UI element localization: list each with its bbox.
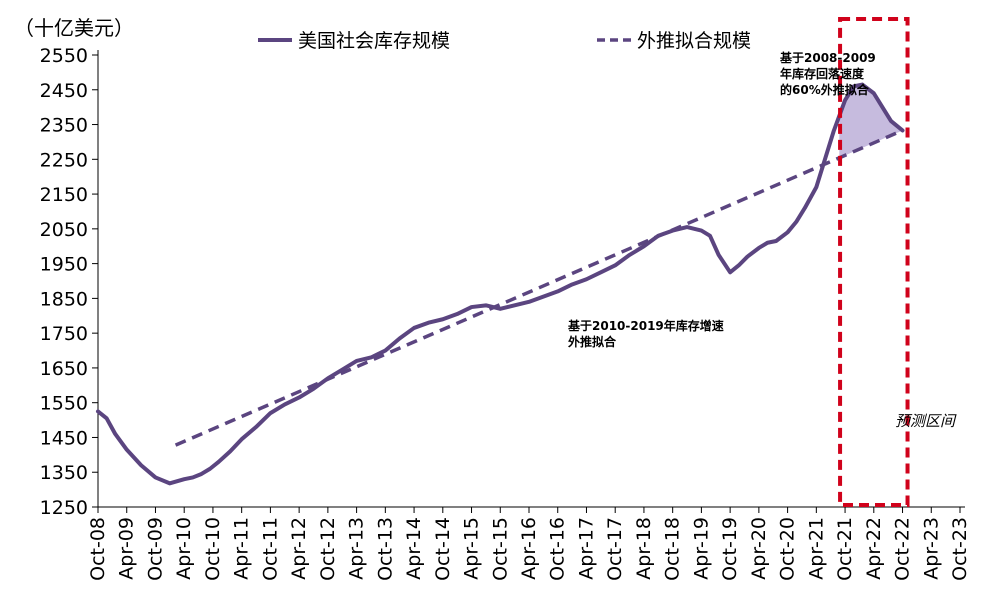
y-tick-label: 2050 bbox=[40, 219, 88, 241]
x-tick-label: Oct-19 bbox=[719, 517, 741, 581]
y-tick-label: 1850 bbox=[40, 288, 88, 310]
x-tick-label: Apr-14 bbox=[403, 517, 425, 580]
x-tick-label: Oct-17 bbox=[604, 517, 626, 581]
y-tick-label: 1250 bbox=[40, 497, 88, 519]
x-tick-label: Oct-21 bbox=[834, 517, 856, 581]
x-tick-label: Oct-12 bbox=[317, 517, 339, 581]
x-tick-label: Apr-09 bbox=[116, 517, 138, 580]
x-tick-label: Apr-20 bbox=[748, 517, 770, 580]
forecast-gap-shading bbox=[839, 84, 903, 158]
annotation-fit-2008: 基于2008-2009 年库存回落速度 的60%外推拟合 bbox=[780, 51, 876, 97]
y-tick-label: 1750 bbox=[40, 323, 88, 345]
forecast-label: 预测区间 bbox=[895, 412, 956, 430]
y-tick-label: 2250 bbox=[40, 149, 88, 171]
x-tick-label: Apr-23 bbox=[920, 517, 942, 580]
y-tick-label: 2450 bbox=[40, 80, 88, 102]
x-tick-label: Oct-11 bbox=[259, 517, 281, 581]
legend-label-solid: 美国社会库存规模 bbox=[298, 30, 451, 52]
x-tick-label: Oct-13 bbox=[374, 517, 396, 581]
x-tick-label: Apr-12 bbox=[288, 517, 310, 580]
x-tick-label: Oct-09 bbox=[144, 517, 166, 581]
forecast-region-box bbox=[838, 17, 910, 507]
x-tick-label: Apr-22 bbox=[863, 517, 885, 580]
y-tick-label: 2150 bbox=[40, 184, 88, 206]
x-tick-label: Oct-14 bbox=[432, 517, 454, 581]
series-line-actual bbox=[96, 82, 905, 486]
x-tick-label: Oct-08 bbox=[87, 517, 109, 581]
y-tick-label: 1450 bbox=[40, 427, 88, 449]
x-tick-label: Apr-11 bbox=[231, 517, 253, 580]
y-tick-label: 1650 bbox=[40, 358, 88, 380]
x-tick-label: Oct-20 bbox=[777, 517, 799, 581]
x-tick-label: Apr-16 bbox=[518, 517, 540, 580]
y-tick-label: 2350 bbox=[40, 115, 88, 137]
x-tick-label: Oct-15 bbox=[489, 517, 511, 581]
x-tick-label: Apr-17 bbox=[575, 517, 597, 580]
legend-label-dashed: 外推拟合规模 bbox=[637, 30, 752, 52]
x-tick-label: Apr-18 bbox=[633, 517, 655, 580]
y-tick-label: 2550 bbox=[40, 45, 88, 67]
x-tick-label: Apr-19 bbox=[690, 517, 712, 580]
x-tick-label: Apr-15 bbox=[461, 517, 483, 580]
annotation-fit-2010: 基于2010-2019年库存增速 外推拟合 bbox=[568, 319, 724, 349]
x-tick-label: Oct-10 bbox=[202, 517, 224, 581]
x-tick-label: Oct-23 bbox=[949, 517, 971, 581]
y-tick-label: 1550 bbox=[40, 393, 88, 415]
y-tick-label: 1950 bbox=[40, 254, 88, 276]
x-tick-label: Oct-18 bbox=[662, 517, 684, 581]
x-tick-label: Oct-16 bbox=[547, 517, 569, 581]
x-tick-label: Apr-10 bbox=[173, 517, 195, 580]
y-tick-label: 1350 bbox=[40, 462, 88, 484]
x-tick-label: Apr-13 bbox=[346, 517, 368, 580]
legend-item-dashed: 外推拟合规模 bbox=[597, 26, 751, 53]
legend-solid-swatch bbox=[258, 37, 292, 42]
legend-dashed-swatch bbox=[597, 37, 631, 42]
y-axis-unit-label: （十亿美元） bbox=[14, 16, 134, 40]
x-tick-label: Oct-22 bbox=[892, 517, 914, 581]
legend-item-solid: 美国社会库存规模 bbox=[258, 26, 450, 53]
x-tick-label: Apr-21 bbox=[805, 517, 827, 580]
series-line-fitted bbox=[174, 128, 904, 447]
